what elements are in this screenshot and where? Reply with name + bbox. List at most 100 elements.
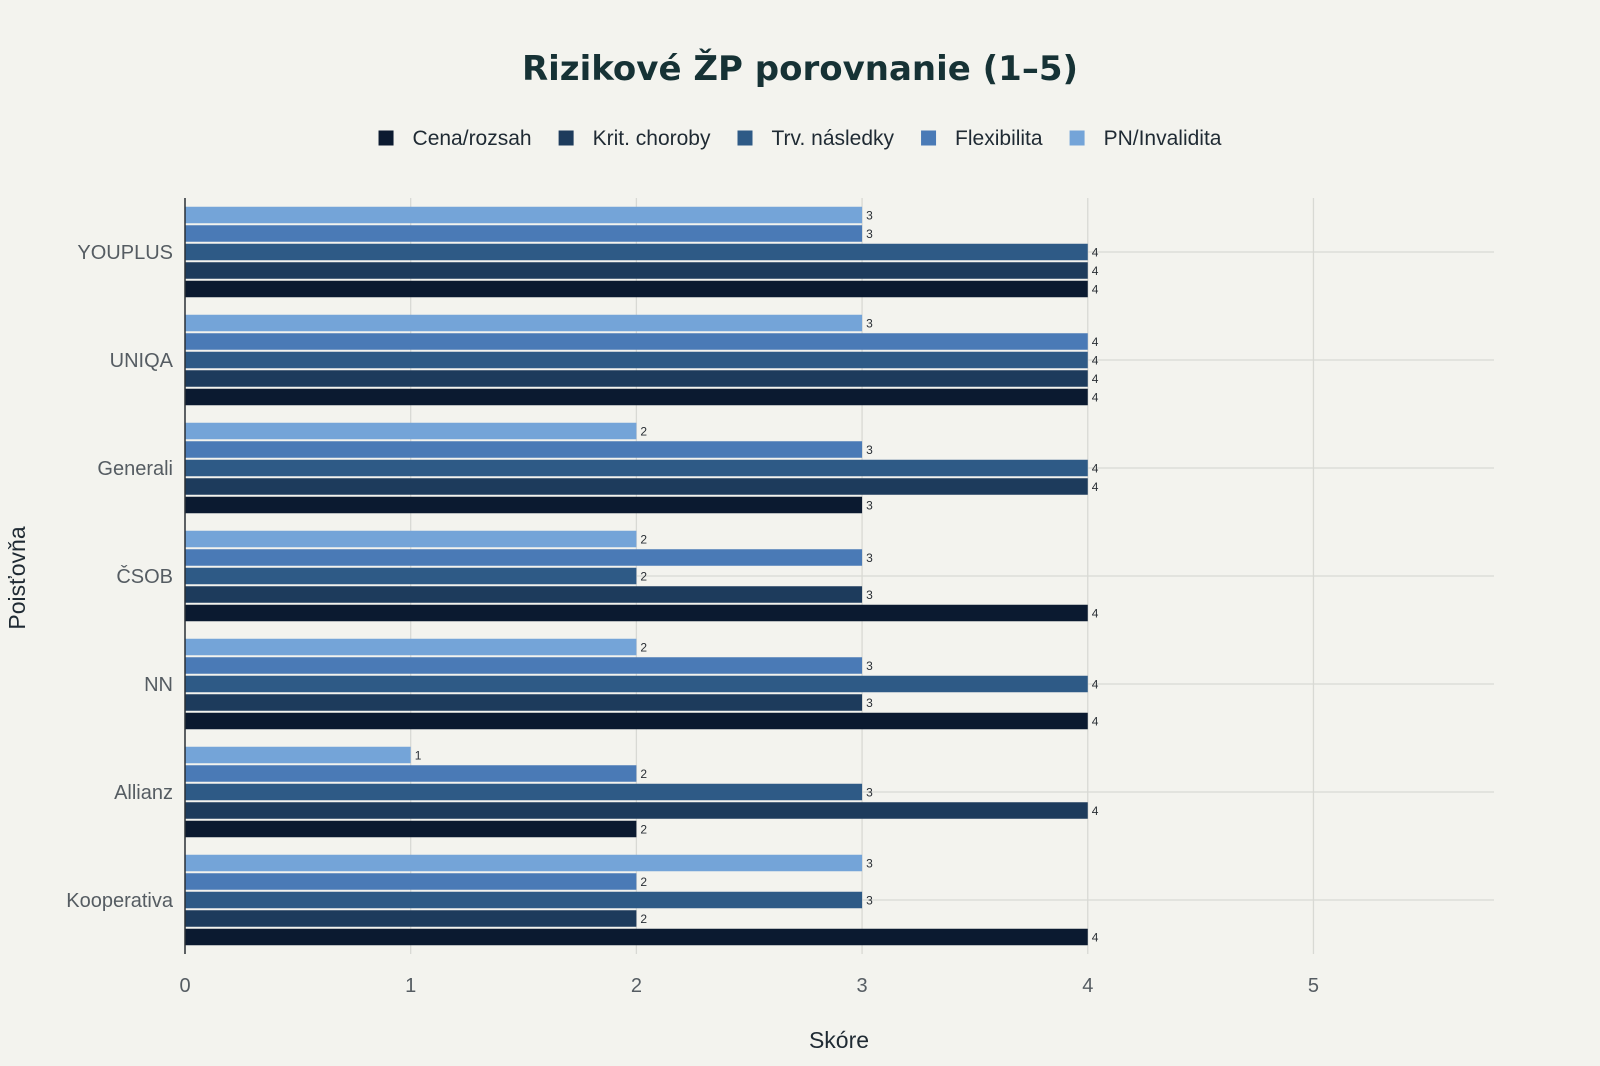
bar-value-label: 3: [866, 659, 873, 673]
bar: [185, 604, 1088, 622]
category-labels: YOUPLUS UNIQA Generali ČSOB NN Allianz Koopera…: [66, 242, 174, 912]
bar-value-label: 3: [866, 227, 873, 241]
bar-value-label: 3: [866, 551, 873, 565]
x-tick-0: 0: [179, 975, 190, 997]
bar: [185, 496, 863, 514]
bar-value-label: 2: [640, 641, 647, 655]
x-axis-title: Skóre: [809, 1027, 869, 1053]
bar-value-label: 3: [866, 443, 873, 457]
bar-value-label: 2: [640, 823, 647, 837]
bar-value-label: 3: [866, 696, 873, 710]
bar-value-label: 4: [1092, 678, 1099, 692]
bar-value-label: 4: [1092, 931, 1099, 945]
bar-value-label: 4: [1092, 715, 1099, 729]
bar-value-label: 4: [1092, 335, 1099, 349]
chart-title: Rizikové ŽP porovnanie (1–5): [522, 48, 1078, 89]
legend-label: PN/Invalidita: [1104, 127, 1222, 150]
legend-item: Flexibilita: [921, 127, 1043, 150]
bar: [185, 206, 863, 224]
bar-value-label: 4: [1092, 480, 1099, 494]
legend-item: Cena/rozsah: [378, 127, 532, 150]
legend: Cena/rozsah Krit. choroby Trv. následky Fle…: [378, 127, 1222, 150]
bars: 4 4 4 3 3 4 4 4 4 3 3 4 4 3 2 4 3 2 3 2 4 3 4 3 2 2 4 3 2 1 4 2 3 2 3: [185, 206, 1099, 946]
y-axis-title: Poisťovňa: [4, 526, 30, 629]
bar: [185, 712, 1088, 730]
bar: [185, 243, 1088, 261]
bar-value-label: 3: [866, 317, 873, 331]
bar: [185, 530, 637, 548]
bar: [185, 549, 863, 566]
bar: [185, 388, 1088, 406]
bar-value-label: 4: [1092, 283, 1099, 297]
bar: [185, 694, 863, 711]
bar-value-label: 2: [640, 767, 647, 781]
legend-item: PN/Invalidita: [1069, 127, 1222, 150]
x-tick-1: 1: [405, 975, 416, 997]
bar: [185, 638, 637, 656]
legend-swatch: [558, 130, 574, 146]
category-label: NN: [144, 674, 173, 696]
bar: [185, 675, 1088, 693]
legend-label: Cena/rozsah: [413, 127, 532, 150]
x-tick-3: 3: [857, 975, 868, 997]
bar: [185, 422, 637, 440]
bar: [185, 820, 637, 838]
bar: [185, 314, 863, 332]
bar-value-label: 3: [866, 894, 873, 908]
bar: [185, 783, 863, 801]
bar-value-label: 4: [1092, 354, 1099, 368]
bar-value-label: 2: [640, 425, 647, 439]
bar-value-label: 4: [1092, 607, 1099, 621]
bar-value-label: 3: [866, 857, 873, 871]
bar-value-label: 4: [1092, 391, 1099, 405]
legend-label: Krit. choroby: [593, 127, 711, 150]
bar: [185, 854, 863, 872]
bar: [185, 765, 637, 782]
bar-value-label: 3: [866, 209, 873, 223]
legend-label: Trv. následky: [772, 127, 895, 150]
x-tick-2: 2: [631, 975, 642, 997]
legend-item: Krit. choroby: [558, 127, 711, 150]
category-label: Allianz: [114, 782, 173, 804]
bar: [185, 802, 1088, 819]
bar: [185, 280, 1088, 298]
bar-value-label: 4: [1092, 804, 1099, 818]
legend-swatch: [737, 130, 753, 146]
bar: [185, 567, 637, 585]
category-label: YOUPLUS: [77, 242, 173, 264]
bar-value-label: 4: [1092, 462, 1099, 476]
legend-swatch: [921, 130, 937, 146]
bar: [185, 910, 637, 927]
x-tick-5: 5: [1308, 975, 1319, 997]
bar-value-label: 2: [640, 570, 647, 584]
bar-value-label: 2: [640, 533, 647, 547]
x-tick-4: 4: [1082, 975, 1093, 997]
legend-label: Flexibilita: [955, 127, 1043, 150]
bar-value-label: 2: [640, 912, 647, 926]
bar-value-label: 4: [1092, 264, 1099, 278]
legend-swatch: [1069, 130, 1085, 146]
bar: [185, 657, 863, 674]
bar-value-label: 4: [1092, 246, 1099, 260]
bar-value-label: 3: [866, 588, 873, 602]
bar: [185, 891, 863, 909]
legend-item: Trv. následky: [737, 127, 895, 150]
bar: [185, 225, 863, 242]
category-label: UNIQA: [110, 350, 174, 372]
bar: [185, 928, 1088, 946]
x-tick-labels: 0 1 2 3 4 5: [179, 975, 1319, 997]
category-label: Kooperativa: [66, 890, 174, 912]
bar-value-label: 1: [415, 749, 422, 763]
bar: [185, 478, 1088, 495]
bar: [185, 746, 411, 764]
bar: [185, 351, 1088, 369]
bar-value-label: 3: [866, 786, 873, 800]
bar-value-label: 3: [866, 499, 873, 513]
bar: [185, 441, 863, 458]
category-label: Generali: [97, 458, 173, 480]
bar-value-label: 4: [1092, 372, 1099, 386]
bar: [185, 370, 1088, 387]
bar: [185, 262, 1088, 279]
bar: [185, 873, 637, 890]
